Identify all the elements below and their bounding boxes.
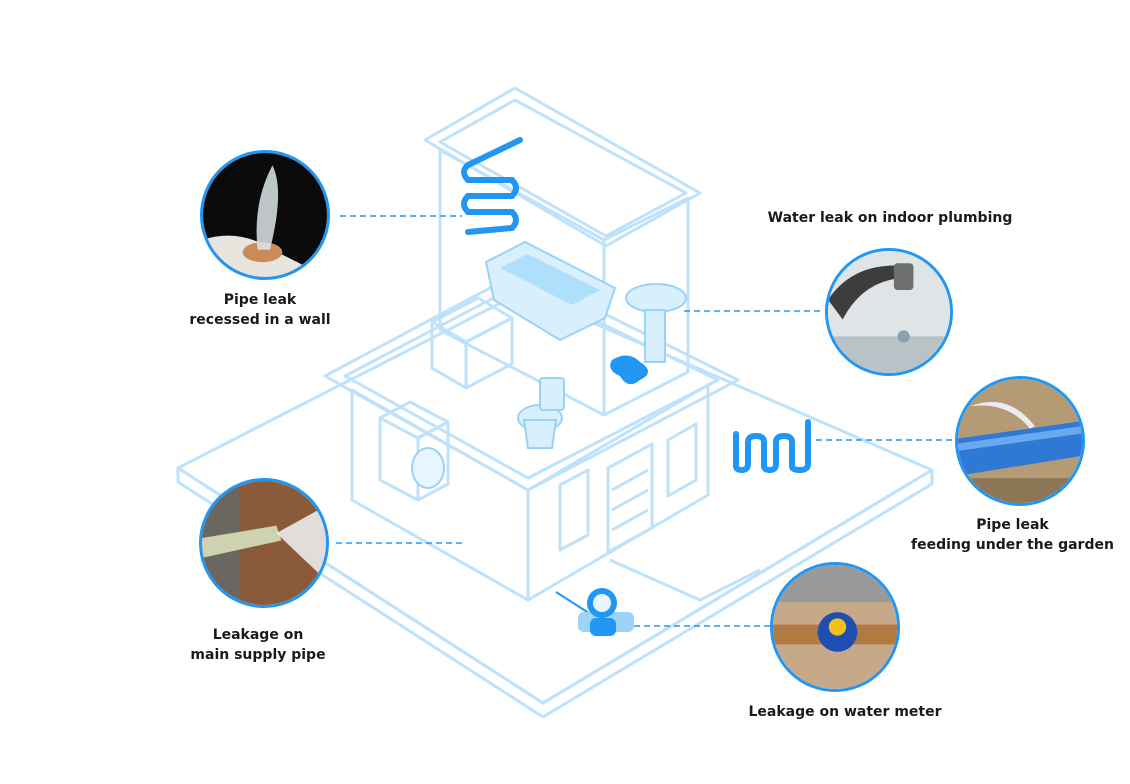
burst-blue-pipe-photo [955, 376, 1085, 506]
toilet-base [522, 419, 558, 449]
label-line: recessed in a wall [189, 312, 331, 328]
ground-floor-right-wall [526, 383, 710, 602]
sink-pedestal [644, 309, 666, 363]
door-panel-1 [611, 468, 649, 492]
upper-roof-inner [438, 98, 688, 238]
main-supply-pipe-photo [199, 478, 329, 608]
ground-window [558, 468, 590, 552]
water-meter-icon [555, 588, 634, 636]
washing-machine-drum [411, 447, 445, 489]
front-door [606, 442, 654, 554]
toilet-tank [539, 377, 565, 411]
bathtub-water [500, 254, 600, 305]
washing-machine-front [378, 416, 420, 502]
washing-machine-top [378, 400, 450, 440]
door-panel-3 [611, 508, 649, 532]
cabinet-top [430, 296, 514, 344]
upper-room-right-wall [602, 196, 690, 417]
pipe-leak-wall-photo [200, 150, 330, 280]
label-line: main supply pipe [190, 647, 326, 663]
sink-basin [625, 283, 687, 313]
callout-label-wall: Pipe leak recessed in a wall [160, 290, 360, 330]
label-line: feeding under the garden [911, 537, 1114, 553]
callout-label-indoor: Water leak on indoor plumbing [740, 208, 1040, 228]
garden-path [609, 558, 761, 602]
upper-roof [423, 86, 702, 248]
water-meter-photo [770, 562, 900, 692]
callout-label-supply: Leakage on main supply pipe [158, 625, 358, 665]
label-line: Leakage on water meter [748, 704, 942, 720]
first-floor-slab-inner [343, 282, 720, 480]
first-floor-slab [323, 270, 740, 492]
ground-window-right [666, 422, 698, 498]
floor-leak-puddle-icon [610, 355, 648, 385]
label-line: Leakage on [212, 627, 304, 643]
towel-radiator-icon [461, 137, 523, 235]
door-panel-2 [611, 488, 649, 512]
dripping-faucet-photo [825, 248, 953, 376]
label-line: Water leak on indoor plumbing [767, 210, 1013, 226]
callout-label-meter: Leakage on water meter [720, 702, 970, 722]
label-line: Pipe leak [976, 517, 1049, 533]
ground-floor-left-wall [350, 388, 530, 602]
label-line: Pipe leak [223, 292, 297, 308]
ground-plate-edge [176, 466, 934, 719]
garden-hose-icon [733, 419, 811, 474]
callout-label-garden: Pipe leak feeding under the garden [900, 515, 1125, 555]
